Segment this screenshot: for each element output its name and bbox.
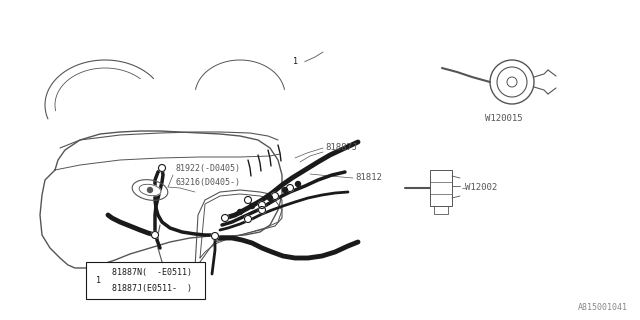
Circle shape [244, 196, 252, 204]
Text: 81887N(  -E0511): 81887N( -E0511) [113, 268, 193, 277]
Circle shape [507, 77, 517, 87]
Text: 1: 1 [292, 58, 298, 67]
Circle shape [296, 181, 301, 187]
Text: 63216(D0405-): 63216(D0405-) [175, 178, 240, 187]
Circle shape [497, 67, 527, 97]
Text: W120015: W120015 [485, 114, 523, 123]
Circle shape [282, 188, 287, 193]
Text: A815001041: A815001041 [578, 303, 628, 312]
Text: 81887J(E0511-  ): 81887J(E0511- ) [113, 284, 193, 293]
Text: 81887J: 81887J [325, 143, 357, 153]
Circle shape [159, 164, 166, 172]
Circle shape [244, 215, 252, 222]
FancyBboxPatch shape [430, 170, 452, 206]
Circle shape [152, 231, 159, 238]
Circle shape [490, 60, 534, 104]
Circle shape [147, 188, 152, 193]
Text: 81812: 81812 [355, 173, 382, 182]
Circle shape [211, 233, 218, 239]
Ellipse shape [132, 180, 168, 200]
Circle shape [287, 185, 294, 191]
Text: 1: 1 [96, 276, 101, 285]
Circle shape [259, 202, 266, 209]
Circle shape [259, 206, 266, 213]
Circle shape [237, 210, 243, 214]
Circle shape [90, 272, 108, 290]
Circle shape [271, 193, 278, 199]
Circle shape [221, 214, 228, 221]
Circle shape [250, 204, 255, 209]
Text: 81922(-D0405): 81922(-D0405) [175, 164, 240, 172]
Text: W12002: W12002 [465, 183, 497, 193]
Circle shape [286, 53, 304, 71]
Ellipse shape [139, 184, 161, 196]
FancyBboxPatch shape [86, 262, 205, 299]
Circle shape [268, 196, 273, 201]
